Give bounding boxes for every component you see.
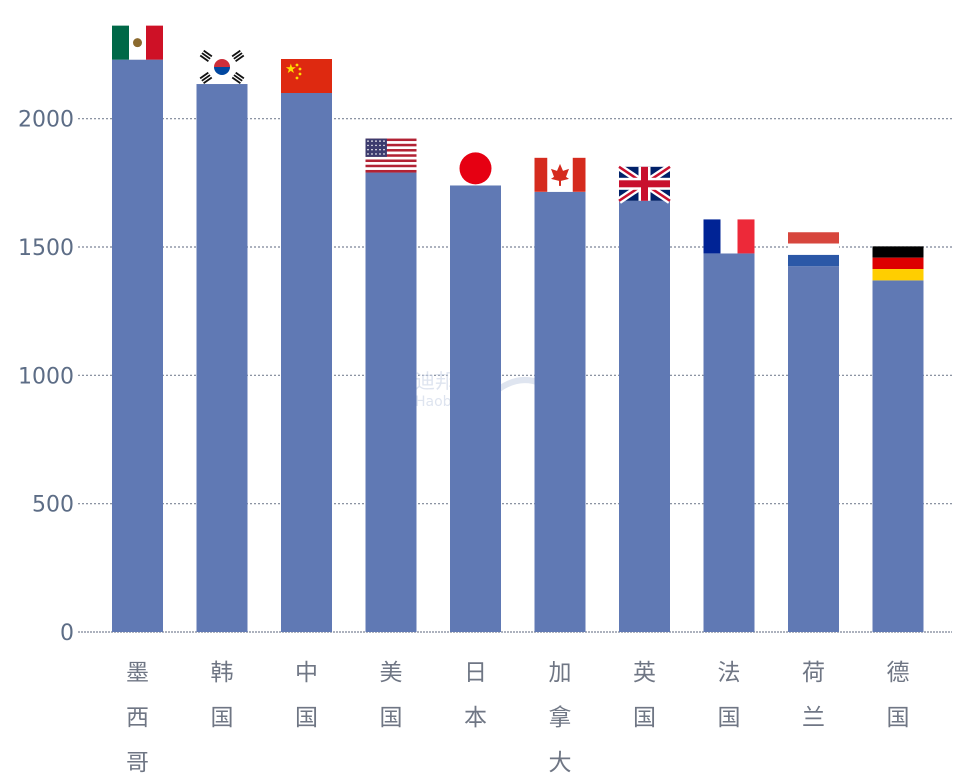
flags: ★ <box>112 25 924 281</box>
y-tick-label: 1500 <box>18 236 74 261</box>
bar <box>619 200 670 633</box>
uk-flag <box>617 163 672 204</box>
bar <box>112 59 163 632</box>
bar <box>534 191 586 633</box>
category-label: 英国 <box>633 660 656 731</box>
y-tick-label: 1000 <box>18 364 74 389</box>
netherlands-flag <box>788 232 839 267</box>
canada-flag <box>534 157 586 192</box>
svg-text:★: ★ <box>285 62 297 77</box>
germany-flag <box>872 246 924 281</box>
bar <box>788 266 839 632</box>
france-flag <box>703 219 755 254</box>
category-label: 韩国 <box>211 660 234 731</box>
category-label: 荷兰 <box>802 660 825 731</box>
japan-flag <box>450 151 501 186</box>
south-korea-flag <box>196 49 248 85</box>
category-label: 中国 <box>295 660 318 731</box>
category-label: 墨西哥 <box>126 660 149 775</box>
china-flag: ★ <box>281 59 332 93</box>
category-label: 法国 <box>718 660 741 731</box>
category-label: 日本 <box>464 660 487 731</box>
bars <box>112 59 924 633</box>
bar <box>703 253 755 632</box>
bar <box>281 93 332 632</box>
usa-flag <box>365 138 417 173</box>
bar <box>365 172 417 633</box>
y-tick-label: 0 <box>60 621 74 646</box>
y-tick-label: 500 <box>32 493 74 518</box>
y-tick-label: 2000 <box>18 108 74 133</box>
mexico-flag <box>112 25 163 60</box>
category-label: 加拿大 <box>549 660 572 775</box>
bar <box>450 185 501 632</box>
y-axis-ticks: 0 500 1000 1500 2000 <box>18 108 74 646</box>
category-label: 德国 <box>887 660 910 731</box>
category-label: 美国 <box>380 660 403 731</box>
bar <box>872 280 924 632</box>
bar <box>196 84 248 633</box>
